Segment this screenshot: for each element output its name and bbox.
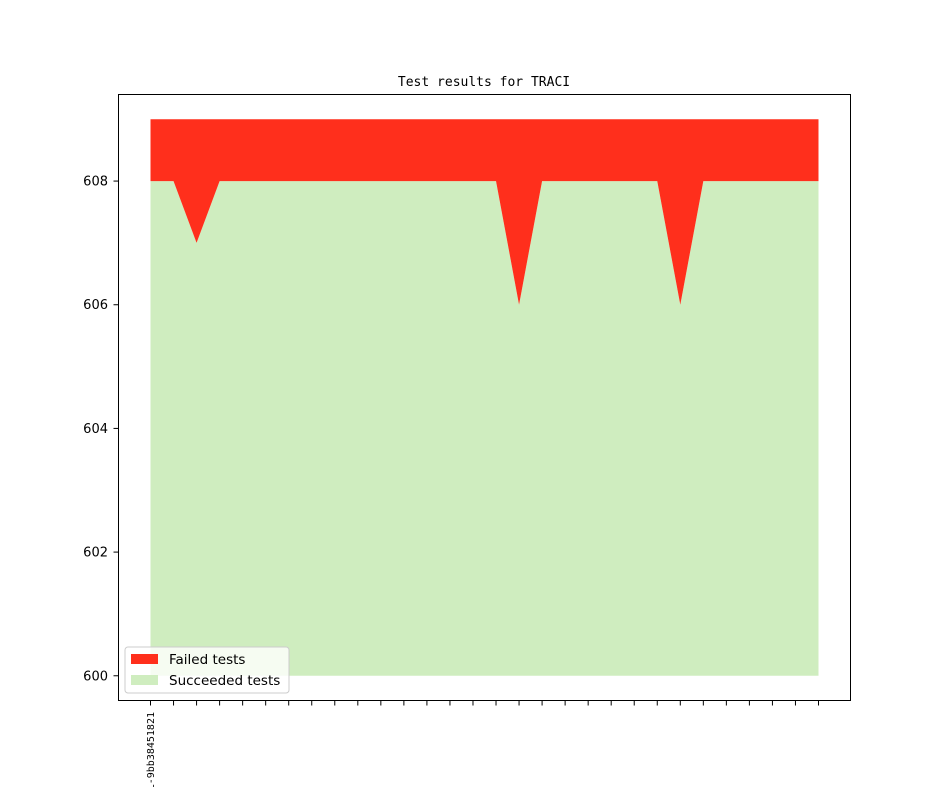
y-tick-label: 602 (83, 546, 108, 561)
y-tick-label: 600 (83, 669, 108, 684)
legend: Failed tests Succeeded tests (124, 646, 290, 694)
legend-swatch-failed (131, 654, 158, 664)
y-tick-label: 604 (83, 422, 108, 437)
x-tick-label: L-9bb38451821 (146, 712, 157, 787)
succeeded-area (150, 181, 819, 676)
chart-title: Test results for TRACI (398, 75, 570, 90)
plot-frame (118, 94, 851, 701)
legend-label-succeeded: Succeeded tests (169, 673, 280, 689)
legend-label-failed: Failed tests (169, 652, 245, 668)
legend-box (124, 646, 290, 694)
failed-area (150, 119, 819, 305)
y-tick-label: 608 (83, 175, 108, 190)
legend-swatch-succeeded (131, 675, 158, 685)
y-tick-label: 606 (83, 298, 108, 313)
